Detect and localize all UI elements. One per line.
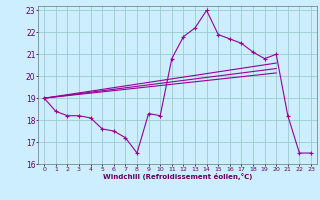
X-axis label: Windchill (Refroidissement éolien,°C): Windchill (Refroidissement éolien,°C) [103, 173, 252, 180]
